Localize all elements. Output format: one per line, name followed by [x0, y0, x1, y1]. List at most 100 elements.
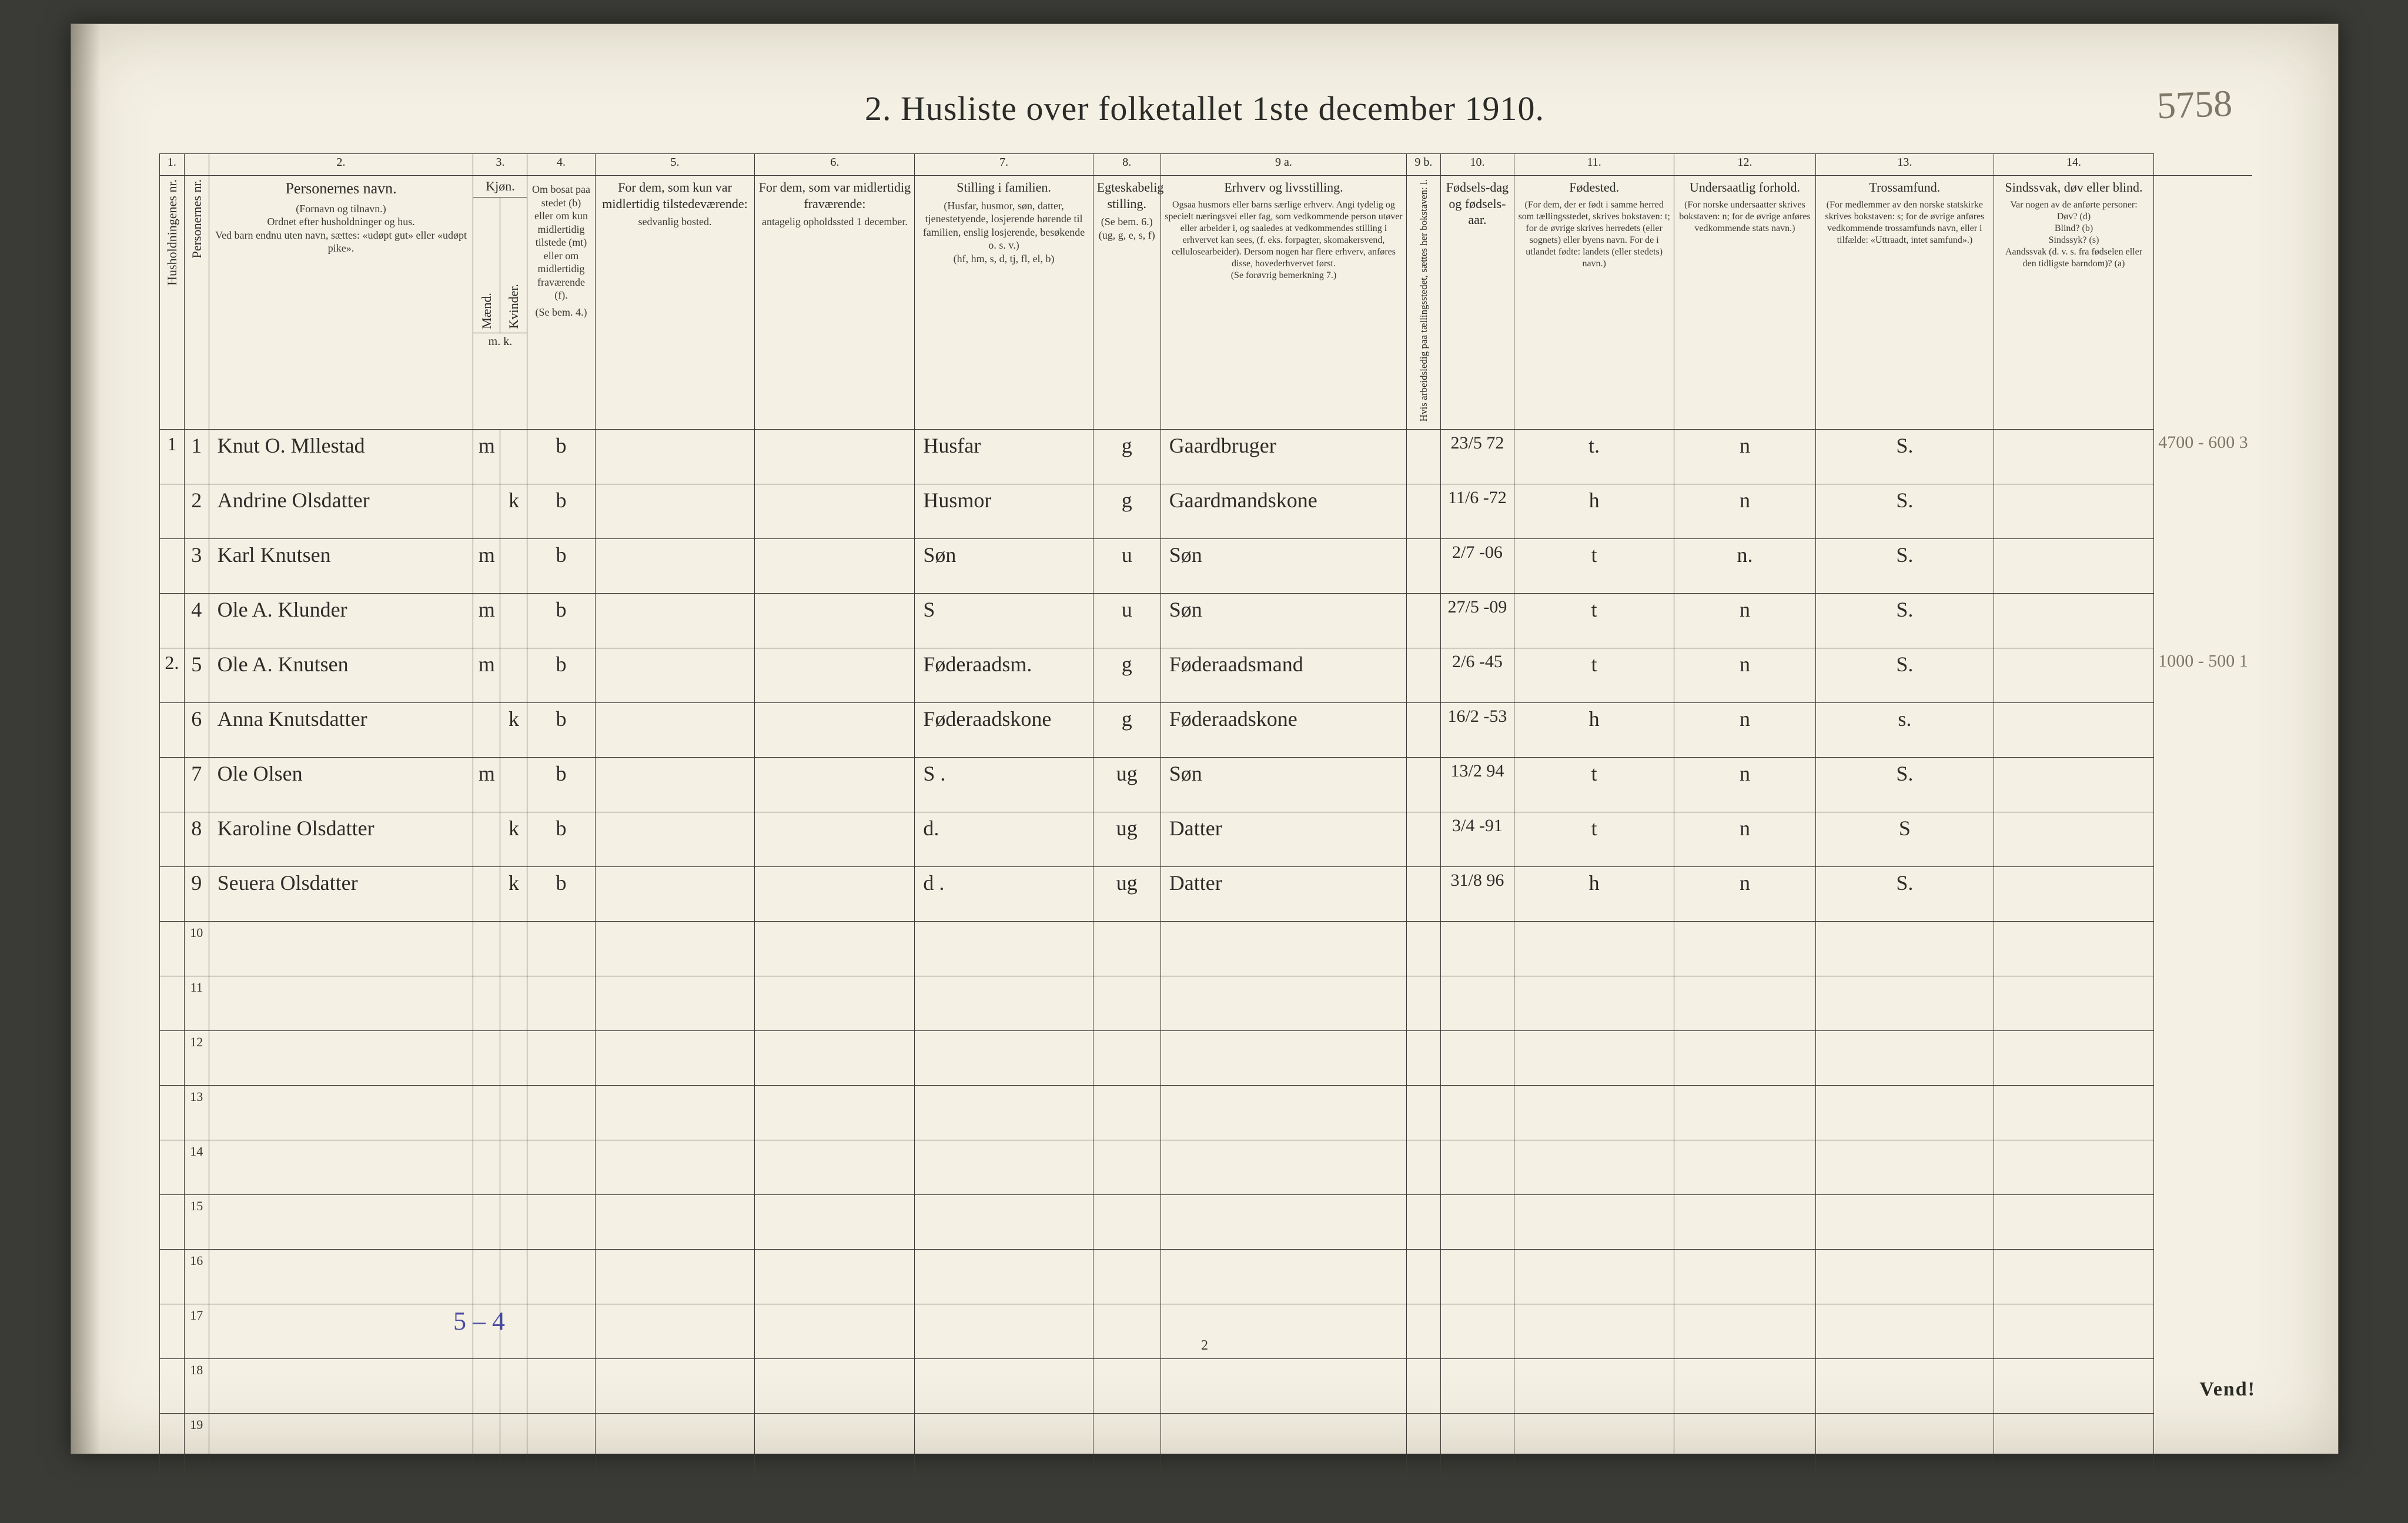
cell-empty — [755, 1304, 915, 1358]
cell-empty — [1160, 1249, 1406, 1304]
cell-k — [500, 757, 527, 812]
cell-empty — [1160, 976, 1406, 1030]
cell-empty — [527, 976, 595, 1030]
cell-empty — [2154, 1194, 2253, 1249]
cell-empty — [160, 1249, 185, 1304]
cell-empty — [595, 921, 755, 976]
cell-empty — [1407, 1085, 1441, 1140]
cell-empty — [1994, 1030, 2154, 1085]
cell-empty — [1815, 1249, 1994, 1304]
cell-empty — [1514, 1194, 1674, 1249]
cell-fst: h — [1514, 866, 1674, 921]
cell-mt — [595, 866, 755, 921]
cell-empty — [1093, 1085, 1160, 1140]
cell-empty — [1093, 1194, 1160, 1249]
cell-sin — [1994, 593, 2154, 648]
cell-empty — [915, 1140, 1093, 1194]
cell-empty — [1994, 1140, 2154, 1194]
cell-erh: Søn — [1160, 538, 1406, 593]
cell-empty — [209, 1194, 473, 1249]
cell-sin — [1994, 812, 2154, 866]
cell-erh: Datter — [1160, 812, 1406, 866]
cell-pn: 7 — [184, 757, 209, 812]
cell-empty — [1815, 1304, 1994, 1358]
cell-empty — [527, 1085, 595, 1140]
cell-egt: ug — [1093, 812, 1160, 866]
cell-empty — [755, 1249, 915, 1304]
cell-empty — [1514, 1030, 1674, 1085]
cell-empty — [209, 1030, 473, 1085]
cell-b: b — [527, 484, 595, 538]
cell-empty — [1093, 1304, 1160, 1358]
cell-mf — [755, 702, 915, 757]
cell-empty — [595, 1304, 755, 1358]
cell-b: b — [527, 812, 595, 866]
cell-empty — [1407, 1358, 1441, 1413]
cell-fst: h — [1514, 484, 1674, 538]
hdr-personnr: Personernes nr. — [184, 176, 209, 430]
cell-name: Ole A. Knutsen — [209, 648, 473, 702]
cell-empty — [595, 1413, 755, 1468]
hdr-num-8: 8. — [1093, 154, 1160, 176]
cell-empty — [1160, 1358, 1406, 1413]
cell-und: n — [1674, 429, 1816, 484]
cell-empty — [1160, 1140, 1406, 1194]
hdr-erhverv: Erhverv og livsstilling. Ogsaa husmors e… — [1160, 176, 1406, 430]
cell-hh — [160, 866, 185, 921]
cell-fam: Føderaadskone — [915, 702, 1093, 757]
cell-empty — [755, 1468, 915, 1522]
cell-empty — [527, 1249, 595, 1304]
cell-fst: t — [1514, 593, 1674, 648]
table-row-empty: 10 — [160, 921, 2253, 976]
cell-fod: 27/5 -09 — [1440, 593, 1514, 648]
hdr-num-7: 7. — [915, 154, 1093, 176]
cell-empty — [160, 1030, 185, 1085]
cell-name: Anna Knutsdatter — [209, 702, 473, 757]
cell-hh — [160, 484, 185, 538]
cell-egt: ug — [1093, 866, 1160, 921]
table-row: 8Karoline Olsdatterkbd.ugDatter3/4 -91tn… — [160, 812, 2253, 866]
cell-empty — [1994, 921, 2154, 976]
cell-empty — [473, 1140, 500, 1194]
cell-empty — [1440, 1358, 1514, 1413]
cell-empty — [500, 1140, 527, 1194]
cell-erh: Gaardbruger — [1160, 429, 1406, 484]
cell-sin — [1994, 429, 2154, 484]
table-row-empty: 12 — [160, 1030, 2253, 1085]
cell-b: b — [527, 702, 595, 757]
cell-empty — [473, 1030, 500, 1085]
cell-empty — [160, 1413, 185, 1468]
cell-empty — [755, 1140, 915, 1194]
cell-empty — [500, 1194, 527, 1249]
cell-empty — [1994, 976, 2154, 1030]
cell-empty — [160, 1140, 185, 1194]
cell-m: m — [473, 757, 500, 812]
table-row: 9Seuera Olsdatterkbd .ugDatter31/8 96hnS… — [160, 866, 2253, 921]
cell-empty — [1514, 1249, 1674, 1304]
cell-egt: u — [1093, 593, 1160, 648]
cell-tro: S. — [1815, 866, 1994, 921]
cell-empty — [500, 1085, 527, 1140]
cell-empty — [1407, 1030, 1441, 1085]
cell-tro: S — [1815, 812, 1994, 866]
cell-empty — [1407, 1140, 1441, 1194]
cell-empty: 16 — [184, 1249, 209, 1304]
cell-l — [1407, 429, 1441, 484]
cell-empty — [160, 1358, 185, 1413]
cell-b: b — [527, 648, 595, 702]
cell-k: k — [500, 812, 527, 866]
census-page: 2. Husliste over folketallet 1ste decemb… — [71, 24, 2339, 1454]
cell-empty: 13 — [184, 1085, 209, 1140]
cell-empty — [915, 1194, 1093, 1249]
cell-empty — [1407, 1304, 1441, 1358]
hdr-num-12: 12. — [1674, 154, 1816, 176]
cell-empty: 19 — [184, 1413, 209, 1468]
cell-empty — [1440, 1468, 1514, 1522]
cell-empty: 20 — [184, 1468, 209, 1522]
cell-empty — [473, 1085, 500, 1140]
cell-empty — [1674, 1304, 1816, 1358]
cell-mf — [755, 866, 915, 921]
cell-m: m — [473, 648, 500, 702]
cell-empty — [915, 1468, 1093, 1522]
cell-empty — [209, 1413, 473, 1468]
